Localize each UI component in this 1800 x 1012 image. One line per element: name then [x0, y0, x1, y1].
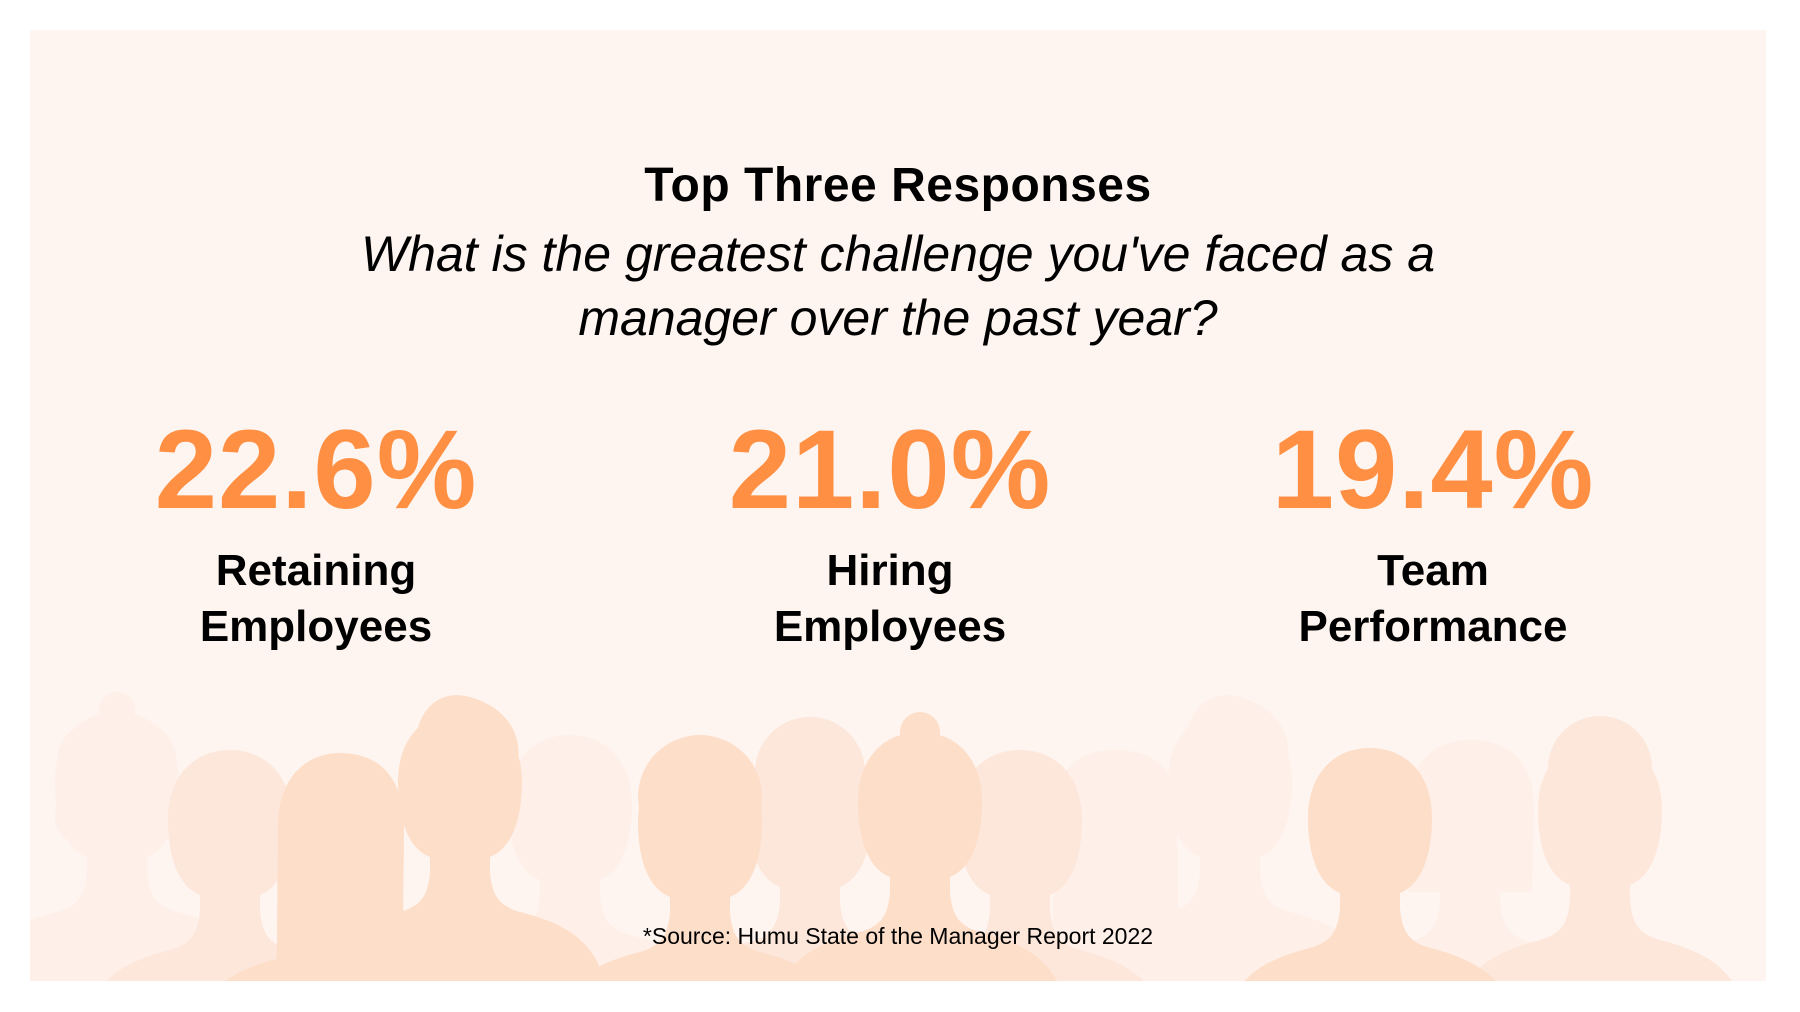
stat-value: 21.0%: [728, 407, 1052, 532]
infographic-title: Top Three Responses: [644, 159, 1152, 212]
stat-label-line-2: Performance: [1298, 602, 1568, 651]
silhouette-front-row: [180, 695, 1530, 981]
crowd-silhouettes-illustration: [30, 692, 1760, 981]
silhouette-back-row: [30, 692, 1630, 981]
stat-value: 19.4%: [1271, 407, 1595, 532]
survey-question: What is the greatest challenge you've fa…: [30, 222, 1766, 350]
survey-question-line-2: manager over the past year?: [578, 290, 1218, 346]
stat-label: Hiring Employees: [630, 543, 1150, 655]
stat-label-line-1: Team: [1377, 546, 1489, 595]
survey-question-line-1: What is the greatest challenge you've fa…: [360, 226, 1436, 282]
stat-team-performance: 19.4% Team Performance: [1173, 405, 1693, 655]
stat-label-line-1: Retaining: [215, 546, 417, 595]
infographic-panel: Top Three Responses What is the greatest…: [30, 30, 1766, 981]
stat-label: Retaining Employees: [56, 543, 576, 655]
stat-label-line-2: Employees: [199, 602, 433, 651]
stat-label-line-2: Employees: [773, 602, 1007, 651]
stat-retaining-employees: 22.6% Retaining Employees: [56, 405, 576, 655]
stat-label: Team Performance: [1173, 543, 1693, 655]
stat-hiring-employees: 21.0% Hiring Employees: [630, 405, 1150, 655]
source-citation: *Source: Humu State of the Manager Repor…: [642, 923, 1154, 949]
stat-value: 22.6%: [154, 407, 478, 532]
stat-label-line-1: Hiring: [826, 546, 954, 595]
silhouette-middle-row: [70, 716, 1760, 981]
